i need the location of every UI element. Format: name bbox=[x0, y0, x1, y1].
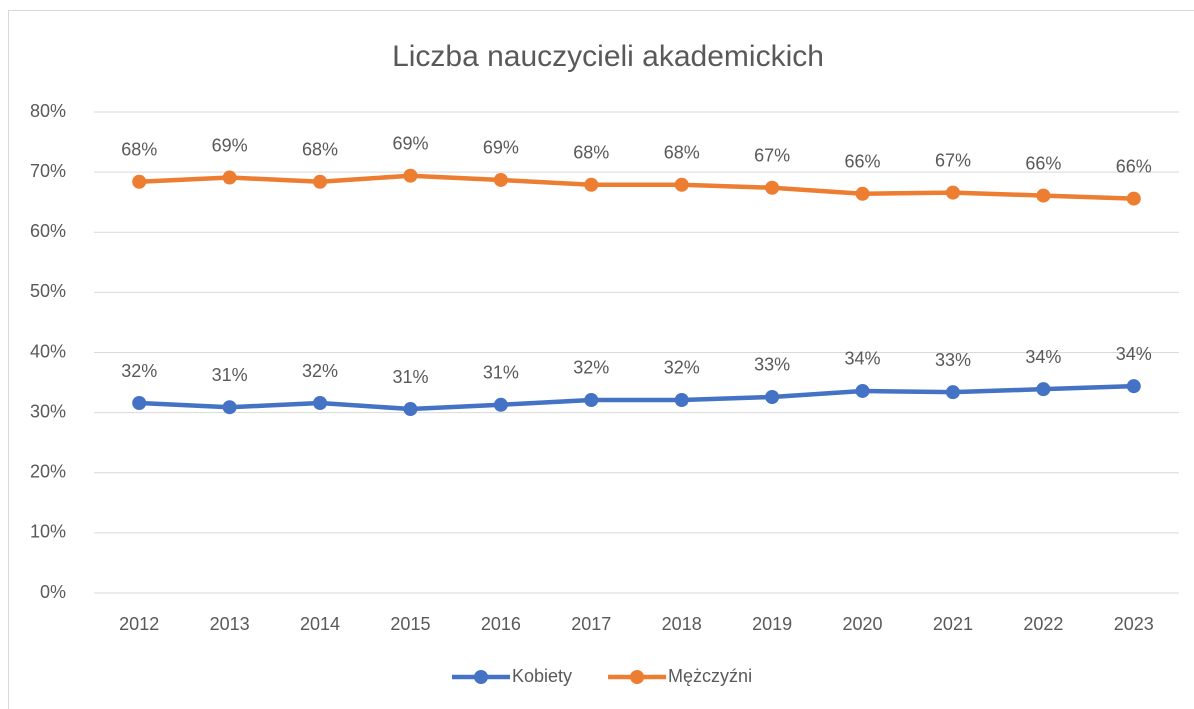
x-tick-label: 2014 bbox=[300, 614, 340, 634]
x-tick-label: 2023 bbox=[1114, 614, 1154, 634]
data-label: 68% bbox=[573, 143, 609, 163]
y-tick-label: 30% bbox=[30, 401, 66, 421]
point bbox=[1036, 188, 1051, 203]
x-tick-label: 2012 bbox=[119, 614, 159, 634]
data-label: 69% bbox=[212, 135, 248, 155]
y-tick-label: 70% bbox=[30, 161, 66, 181]
x-tick-label: 2021 bbox=[933, 614, 973, 634]
point bbox=[584, 177, 599, 192]
chart-title: Liczba nauczycieli akademickich bbox=[392, 40, 824, 73]
point bbox=[493, 397, 508, 412]
point bbox=[945, 185, 960, 200]
x-tick-label: 2015 bbox=[390, 614, 430, 634]
x-tick-label: 2016 bbox=[481, 614, 521, 634]
point bbox=[765, 389, 780, 404]
point bbox=[403, 402, 418, 417]
legend-marker bbox=[474, 670, 488, 684]
series-line bbox=[139, 173, 1134, 201]
point bbox=[132, 396, 147, 411]
point bbox=[945, 385, 960, 400]
y-tick-label: 0% bbox=[40, 582, 66, 602]
data-label: 66% bbox=[1025, 153, 1061, 173]
point bbox=[1126, 379, 1141, 394]
point bbox=[674, 392, 689, 407]
data-label: 34% bbox=[1116, 344, 1152, 364]
point bbox=[313, 396, 328, 411]
y-tick-label: 60% bbox=[30, 221, 66, 241]
data-label: 68% bbox=[664, 143, 700, 163]
y-tick-label: 20% bbox=[30, 462, 66, 482]
x-tick-label: 2019 bbox=[752, 614, 792, 634]
chart-border bbox=[8, 10, 1194, 709]
data-label: 32% bbox=[121, 361, 157, 381]
data-label: 32% bbox=[664, 358, 700, 378]
data-label: 31% bbox=[392, 367, 428, 387]
point bbox=[222, 400, 237, 415]
point bbox=[855, 186, 870, 201]
y-tick-label: 50% bbox=[30, 281, 66, 301]
point bbox=[403, 168, 418, 183]
point bbox=[313, 174, 328, 189]
data-label: 32% bbox=[573, 358, 609, 378]
data-label: 68% bbox=[302, 139, 338, 159]
data-label: 34% bbox=[1025, 347, 1061, 367]
data-label: 66% bbox=[845, 152, 881, 172]
y-tick-label: 40% bbox=[30, 341, 66, 361]
y-tick-label: 80% bbox=[30, 101, 66, 121]
data-label: 31% bbox=[483, 363, 519, 383]
x-tick-label: 2020 bbox=[843, 614, 883, 634]
data-label: 34% bbox=[845, 349, 881, 369]
data-label: 33% bbox=[935, 350, 971, 370]
x-tick-label: 2018 bbox=[662, 614, 702, 634]
data-label: 66% bbox=[1116, 156, 1152, 176]
point bbox=[222, 170, 237, 185]
legend-label: Kobiety bbox=[512, 666, 572, 686]
legend-marker bbox=[630, 670, 645, 684]
data-label: 69% bbox=[483, 138, 519, 158]
series-line bbox=[139, 383, 1134, 412]
point bbox=[674, 177, 689, 192]
data-label: 69% bbox=[392, 133, 428, 153]
point bbox=[584, 392, 599, 407]
point bbox=[1036, 382, 1051, 397]
data-label: 68% bbox=[121, 139, 157, 159]
point bbox=[132, 174, 147, 189]
x-tick-label: 2022 bbox=[1023, 614, 1063, 634]
data-label: 67% bbox=[935, 150, 971, 170]
data-label: 33% bbox=[754, 355, 790, 375]
data-label: 32% bbox=[302, 361, 338, 381]
x-tick-label: 2017 bbox=[571, 614, 611, 634]
point bbox=[765, 180, 780, 195]
point bbox=[493, 172, 508, 187]
data-label: 31% bbox=[212, 365, 248, 385]
data-label: 67% bbox=[754, 146, 790, 166]
point bbox=[1126, 191, 1141, 206]
point bbox=[855, 383, 870, 398]
legend-label: Mężczyźni bbox=[668, 666, 752, 686]
y-tick-label: 10% bbox=[30, 522, 66, 542]
x-tick-label: 2013 bbox=[210, 614, 250, 634]
